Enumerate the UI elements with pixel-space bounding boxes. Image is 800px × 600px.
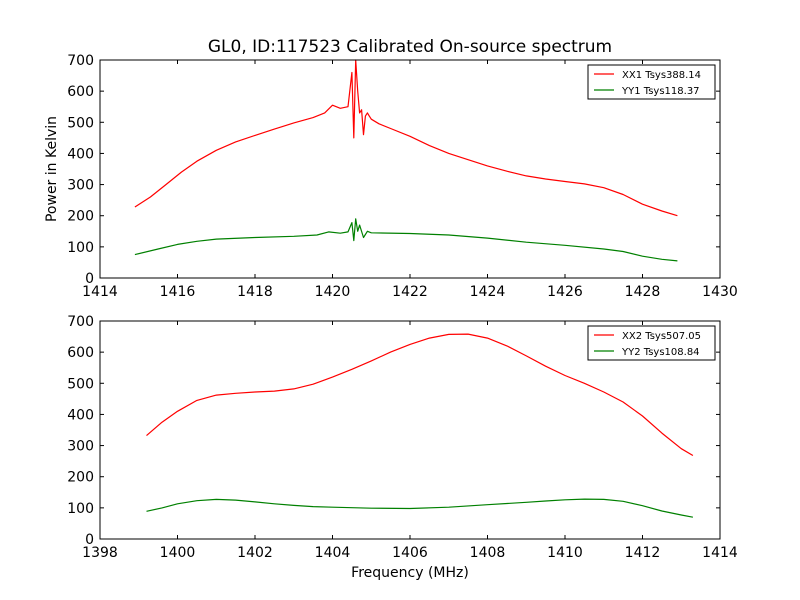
top-legend: XX1 Tsys388.14 YY1 Tsys118.37	[587, 64, 716, 100]
bottom-y-tick-label: 500	[67, 376, 94, 392]
top-x-tick-label: 1422	[392, 284, 428, 300]
top-y-tick-label: 700	[67, 53, 94, 69]
bottom-x-tick-label: 1402	[237, 545, 273, 561]
top-x-tick-label: 1420	[315, 284, 351, 300]
top-y-tick-label: 500	[67, 115, 94, 131]
bottom-y-tick-label: 200	[67, 470, 94, 486]
top-x-tick-label: 1428	[625, 284, 661, 300]
top-x-tick-label: 1416	[160, 284, 196, 300]
top-x-tick-label: 1426	[547, 284, 583, 300]
top-y-tick-label: 600	[67, 84, 94, 100]
top-y-tick-label: 100	[67, 240, 94, 256]
bottom-x-tick-label: 1410	[547, 545, 583, 561]
bottom-legend-box	[587, 325, 716, 361]
top-x-tick-label: 1414	[82, 284, 118, 300]
top-y-axis-label: Power in Kelvin	[44, 116, 60, 222]
top-y-tick-label: 0	[85, 271, 94, 287]
bottom-series-yy2-line	[146, 498, 694, 518]
bottom-y-tick-label: 700	[67, 314, 94, 330]
top-x-tick-label: 1424	[470, 284, 506, 300]
bottom-x-tick-label: 1408	[470, 545, 506, 561]
top-series-xx1-line	[134, 59, 678, 217]
bottom-x-tick-label: 1398	[82, 545, 118, 561]
bottom-y-tick-label: 300	[67, 439, 94, 455]
top-legend-box	[587, 64, 716, 100]
bottom-y-tick-label: 100	[67, 501, 94, 517]
top-x-tick-label: 1430	[702, 284, 738, 300]
chart-title: GL0, ID:117523 Calibrated On-source spec…	[208, 37, 612, 57]
bottom-legend-label: XX2 Tsys507.05	[622, 331, 701, 342]
bottom-panel: 1398 1400 1402 1404 1406 1408 1410 1412 1414 0 100…	[67, 314, 738, 561]
top-x-tick-label: 1418	[237, 284, 273, 300]
bottom-y-tick-label: 0	[85, 532, 94, 548]
bottom-y-tick-label: 400	[67, 407, 94, 423]
x-axis-label: Frequency (MHz)	[351, 565, 469, 581]
top-legend-label: XX1 Tsys388.14	[622, 70, 701, 81]
top-y-tick-label: 200	[67, 209, 94, 225]
bottom-y-tick-label: 600	[67, 345, 94, 361]
top-series-yy1-line	[134, 218, 678, 262]
bottom-legend-label: YY2 Tsys108.84	[621, 347, 700, 358]
bottom-series-xx2-line	[146, 333, 694, 457]
top-y-tick-label: 300	[67, 178, 94, 194]
bottom-x-tick-label: 1412	[625, 545, 661, 561]
top-legend-label: YY1 Tsys118.37	[621, 86, 700, 97]
bottom-x-tick-label: 1414	[702, 545, 738, 561]
top-panel: 1414 1416 1418 1420 1422 1424 1426 1428 1430 0 100…	[67, 53, 738, 300]
bottom-x-tick-label: 1400	[160, 545, 196, 561]
bottom-x-tick-label: 1406	[392, 545, 428, 561]
bottom-legend: XX2 Tsys507.05 YY2 Tsys108.84	[587, 325, 716, 361]
bottom-x-tick-label: 1404	[315, 545, 351, 561]
top-y-tick-label: 400	[67, 146, 94, 162]
